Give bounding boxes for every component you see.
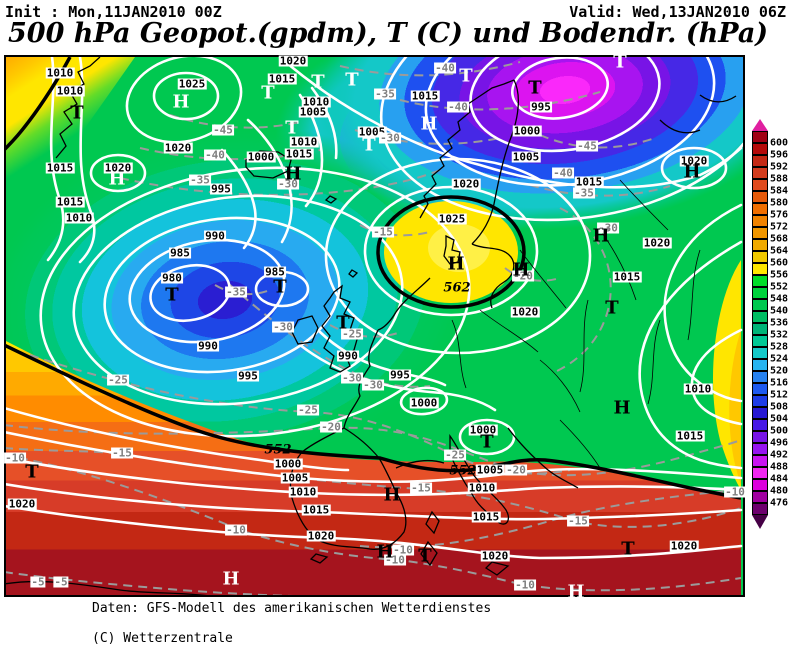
legend-value: 536 [770, 317, 789, 329]
legend-value: 488 [770, 461, 789, 473]
geopotential-legend: 600 596 592 588 584 580 576 572 568 564 560 556 552 5… [748, 119, 790, 533]
legend-color-swatch [752, 395, 768, 407]
legend-color-swatch [752, 443, 768, 455]
legend-value: 512 [770, 389, 789, 401]
legend-color-swatch [752, 503, 768, 515]
legend-value: 588 [770, 173, 789, 185]
legend-value: 580 [770, 197, 789, 209]
legend-value: 480 [770, 485, 789, 497]
legend-value: 532 [770, 329, 789, 341]
legend-value: 584 [770, 185, 789, 197]
legend-value: 592 [770, 161, 789, 173]
valid-time-text: Valid: Wed,13JAN2010 06Z [569, 3, 786, 21]
legend-value: 568 [770, 233, 789, 245]
legend-value: 492 [770, 449, 789, 461]
legend-color-swatch [752, 203, 768, 215]
legend-color-swatch [752, 275, 768, 287]
legend-value: 476 [770, 497, 789, 509]
legend-value: 572 [770, 221, 789, 233]
legend-color-swatch [752, 359, 768, 371]
footer-copyright-line: (C) Wetterzentrale [92, 631, 233, 646]
legend-color-swatch [752, 419, 768, 431]
legend-color-swatch [752, 491, 768, 503]
legend-color-swatch [752, 179, 768, 191]
legend-color-swatch [752, 167, 768, 179]
legend-color-swatch [752, 191, 768, 203]
weather-map-canvas [6, 57, 743, 595]
legend-color-swatch [752, 383, 768, 395]
legend-arrow-down-icon [752, 515, 768, 529]
legend-color-swatch [752, 239, 768, 251]
legend-color-swatch [752, 347, 768, 359]
legend-value: 552 [770, 281, 789, 293]
legend-value: 504 [770, 413, 789, 425]
legend-value: 520 [770, 365, 789, 377]
legend-color-swatch [752, 227, 768, 239]
legend-color-swatch [752, 467, 768, 479]
legend-color-swatch [752, 407, 768, 419]
legend-value: 496 [770, 437, 789, 449]
footer-source-line: Daten: GFS-Modell des amerikanischen Wet… [92, 601, 492, 616]
legend-value: 528 [770, 341, 789, 353]
legend-color-swatch [752, 479, 768, 491]
height-552-line [6, 57, 742, 500]
legend-value: 524 [770, 353, 789, 365]
weather-map [4, 55, 745, 597]
legend-color-swatch [752, 251, 768, 263]
legend-color-swatch [752, 131, 768, 143]
legend-value: 560 [770, 257, 789, 269]
page-title: 500 hPa Geopot.(gpdm), T (C) und Bodendr… [8, 18, 769, 49]
init-time-text: Init : Mon,11JAN2010 00Z [5, 3, 222, 21]
legend-value: 600 [770, 137, 789, 149]
legend-color-swatch [752, 323, 768, 335]
legend-color-swatch [752, 263, 768, 275]
attribution-footer: Daten: GFS-Modell des amerikanischen Wet… [92, 601, 491, 648]
legend-color-swatch [752, 335, 768, 347]
legend-color-swatch [752, 311, 768, 323]
legend-color-swatch [752, 371, 768, 383]
legend-value: 596 [770, 149, 789, 161]
legend-value: 508 [770, 401, 789, 413]
legend-value: 500 [770, 425, 789, 437]
legend-value: 484 [770, 473, 789, 485]
legend-value: 576 [770, 209, 789, 221]
legend-arrow-up-icon [752, 119, 768, 131]
legend-value: 556 [770, 269, 789, 281]
legend-color-swatch [752, 143, 768, 155]
legend-value: 564 [770, 245, 789, 257]
legend-value: 540 [770, 305, 789, 317]
legend-color-swatch [752, 431, 768, 443]
legend-color-swatch [752, 215, 768, 227]
legend-color-swatch [752, 287, 768, 299]
legend-value: 548 [770, 293, 789, 305]
isobar-lines [6, 57, 743, 560]
legend-color-swatch [752, 299, 768, 311]
legend-value: 516 [770, 377, 789, 389]
legend-color-swatch [752, 155, 768, 167]
legend-color-swatch [752, 455, 768, 467]
